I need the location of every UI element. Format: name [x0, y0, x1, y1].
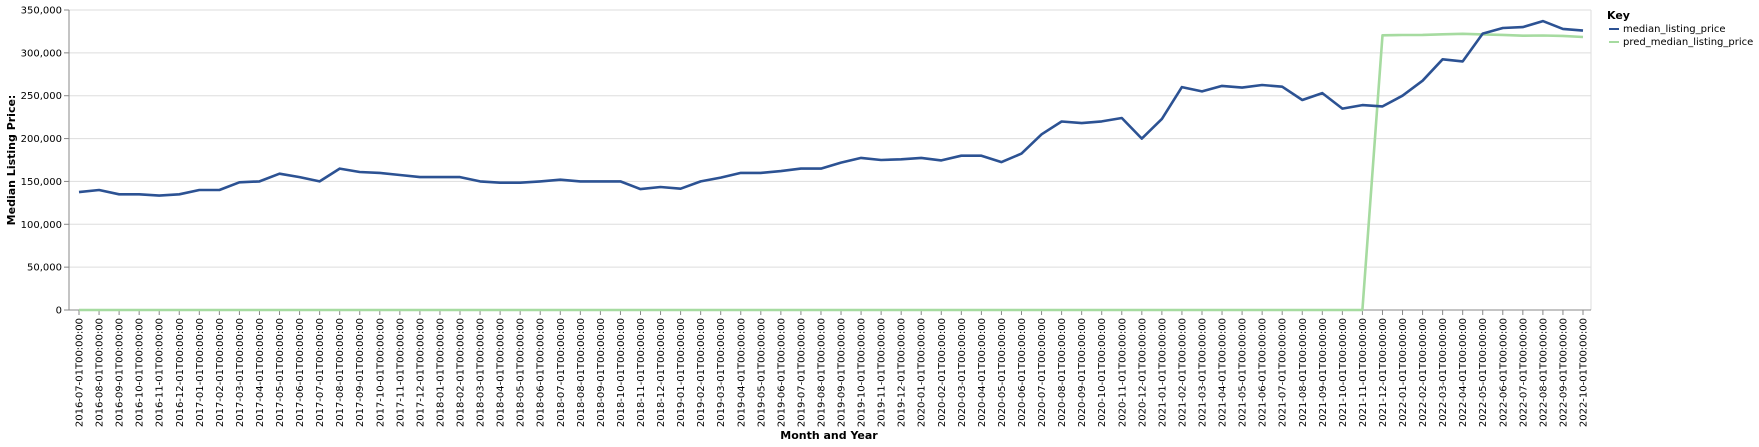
legend-label: pred_median_listing_price — [1623, 37, 1753, 48]
x-tick-label: 2019-07-01T00:00:00 — [796, 318, 807, 427]
x-tick-label: 2019-10-01T00:00:00 — [857, 318, 868, 427]
y-tick-label: 150,000 — [21, 177, 62, 188]
x-tick-label: 2022-09-01T00:00:00 — [1558, 318, 1569, 427]
x-tick-label: 2018-10-01T00:00:00 — [616, 318, 627, 427]
x-tick-label: 2021-08-01T00:00:00 — [1298, 318, 1309, 427]
x-tick-label: 2018-07-01T00:00:00 — [556, 318, 567, 427]
x-tick-label: 2018-04-01T00:00:00 — [496, 318, 507, 427]
x-tick-label: 2016-12-01T00:00:00 — [175, 318, 186, 427]
x-tick-label: 2019-11-01T00:00:00 — [877, 318, 888, 427]
x-tick-label: 2018-03-01T00:00:00 — [476, 318, 487, 427]
x-tick-labels: 2016-07-01T00:00:00 2016-08-01T00:00:00 20… — [75, 318, 1590, 427]
x-tick-label: 2021-07-01T00:00:00 — [1278, 318, 1289, 427]
y-axis-title: Median Listing Price: — [5, 95, 18, 226]
x-tick-label: 2018-11-01T00:00:00 — [636, 318, 647, 427]
x-tick-label: 2019-08-01T00:00:00 — [816, 318, 827, 427]
x-tick-label: 2018-05-01T00:00:00 — [516, 318, 527, 427]
y-tick-label: 50,000 — [27, 263, 62, 274]
y-tick-label: 100,000 — [21, 220, 62, 231]
x-tick-label: 2022-10-01T00:00:00 — [1579, 318, 1590, 427]
x-tick-label: 2019-12-01T00:00:00 — [897, 318, 908, 427]
x-tick-label: 2021-10-01T00:00:00 — [1338, 318, 1349, 427]
x-tick-label: 2022-07-01T00:00:00 — [1518, 318, 1529, 427]
x-tick-label: 2017-07-01T00:00:00 — [315, 318, 326, 427]
x-tick-label: 2021-12-01T00:00:00 — [1378, 318, 1389, 427]
legend: Key median_listing_price pred_median_list… — [1607, 9, 1753, 48]
axes — [64, 9, 1591, 315]
x-tick-label: 2022-06-01T00:00:00 — [1498, 318, 1509, 427]
x-tick-label: 2020-02-01T00:00:00 — [937, 318, 948, 427]
x-tick-label: 2022-02-01T00:00:00 — [1418, 318, 1429, 427]
x-tick-label: 2020-05-01T00:00:00 — [997, 318, 1008, 427]
x-tick-label: 2017-12-01T00:00:00 — [415, 318, 426, 427]
x-tick-label: 2020-10-01T00:00:00 — [1097, 318, 1108, 427]
x-tick-label: 2016-10-01T00:00:00 — [135, 318, 146, 427]
x-tick-label: 2020-01-01T00:00:00 — [917, 318, 928, 427]
x-tick-label: 2022-08-01T00:00:00 — [1538, 318, 1549, 427]
x-tick-label: 2018-01-01T00:00:00 — [435, 318, 446, 427]
x-tick-label: 2020-03-01T00:00:00 — [957, 318, 968, 427]
x-tick-label: 2022-05-01T00:00:00 — [1478, 318, 1489, 427]
x-tick-label: 2021-02-01T00:00:00 — [1177, 318, 1188, 427]
x-tick-label: 2022-04-01T00:00:00 — [1458, 318, 1469, 427]
x-tick-label: 2020-04-01T00:00:00 — [977, 318, 988, 427]
x-tick-label: 2018-09-01T00:00:00 — [596, 318, 607, 427]
x-tick-label: 2021-09-01T00:00:00 — [1318, 318, 1329, 427]
y-tick-label: 250,000 — [21, 91, 62, 102]
x-tick-label: 2019-05-01T00:00:00 — [756, 318, 767, 427]
series-line-pred_median_listing_price — [79, 32, 1584, 312]
series-lines — [78, 19, 1584, 312]
x-tick-label: 2020-11-01T00:00:00 — [1117, 318, 1128, 427]
x-tick-label: 2016-07-01T00:00:00 — [75, 318, 86, 427]
y-tick-label: 300,000 — [21, 48, 62, 59]
x-tick-label: 2017-09-01T00:00:00 — [355, 318, 366, 427]
x-tick-label: 2019-02-01T00:00:00 — [696, 318, 707, 427]
x-tick-label: 2016-09-01T00:00:00 — [115, 318, 126, 427]
legend-items: median_listing_price pred_median_listing_… — [1609, 24, 1753, 48]
x-tick-label: 2022-01-01T00:00:00 — [1398, 318, 1409, 427]
x-tick-label: 2019-01-01T00:00:00 — [676, 318, 687, 427]
x-tick-label: 2021-05-01T00:00:00 — [1238, 318, 1249, 427]
x-tick-label: 2022-03-01T00:00:00 — [1438, 318, 1449, 427]
x-tick-label: 2018-08-01T00:00:00 — [576, 318, 587, 427]
x-tick-label: 2020-07-01T00:00:00 — [1037, 318, 1048, 427]
legend-label: median_listing_price — [1623, 24, 1726, 35]
y-tick-label: 350,000 — [21, 6, 62, 17]
x-tick-label: 2017-03-01T00:00:00 — [235, 318, 246, 427]
x-tick-label: 2016-11-01T00:00:00 — [155, 318, 166, 427]
x-tick-label: 2018-12-01T00:00:00 — [656, 318, 667, 427]
series-line-median_listing_price — [78, 19, 1584, 197]
x-tick-label: 2019-04-01T00:00:00 — [736, 318, 747, 427]
x-tick-label: 2020-06-01T00:00:00 — [1017, 318, 1028, 427]
x-tick-label: 2021-11-01T00:00:00 — [1358, 318, 1369, 427]
grid-lines — [69, 9, 1592, 311]
x-tick-label: 2017-04-01T00:00:00 — [255, 318, 266, 427]
x-tick-label: 2017-10-01T00:00:00 — [375, 318, 386, 427]
x-tick-label: 2020-12-01T00:00:00 — [1137, 318, 1148, 427]
x-tick-label: 2017-08-01T00:00:00 — [335, 318, 346, 427]
x-tick-label: 2017-01-01T00:00:00 — [195, 318, 206, 427]
legend-title: Key — [1607, 9, 1630, 22]
y-tick-label: 200,000 — [21, 134, 62, 145]
x-tick-label: 2017-06-01T00:00:00 — [295, 318, 306, 427]
x-tick-label: 2017-02-01T00:00:00 — [215, 318, 226, 427]
x-tick-label: 2018-02-01T00:00:00 — [456, 318, 467, 427]
y-tick-labels: 0 50,000 100,000 150,000 200,000 250,000 300,0… — [21, 6, 62, 317]
x-tick-label: 2020-08-01T00:00:00 — [1057, 318, 1068, 427]
x-tick-label: 2020-09-01T00:00:00 — [1077, 318, 1088, 427]
x-tick-label: 2021-01-01T00:00:00 — [1157, 318, 1168, 427]
x-tick-label: 2021-06-01T00:00:00 — [1258, 318, 1269, 427]
x-tick-label: 2017-11-01T00:00:00 — [395, 318, 406, 427]
x-tick-label: 2016-08-01T00:00:00 — [95, 318, 106, 427]
x-tick-label: 2021-03-01T00:00:00 — [1197, 318, 1208, 427]
x-tick-label: 2019-06-01T00:00:00 — [776, 318, 787, 427]
x-tick-label: 2017-05-01T00:00:00 — [275, 318, 286, 427]
x-axis-title: Month and Year — [780, 429, 878, 442]
x-tick-label: 2018-06-01T00:00:00 — [536, 318, 547, 427]
x-tick-label: 2019-03-01T00:00:00 — [716, 318, 727, 427]
x-tick-label: 2019-09-01T00:00:00 — [837, 318, 848, 427]
x-tick-label: 2021-04-01T00:00:00 — [1218, 318, 1229, 427]
y-tick-label: 0 — [56, 306, 62, 317]
